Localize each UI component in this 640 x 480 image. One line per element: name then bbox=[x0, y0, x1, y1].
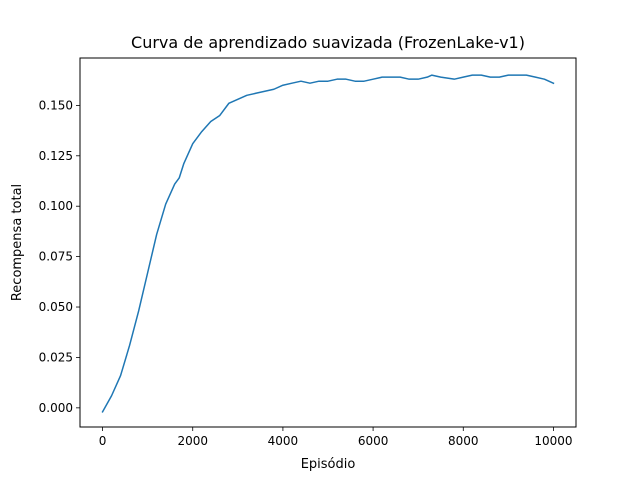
y-axis-label: Recompensa total bbox=[10, 184, 25, 301]
plot-frame bbox=[79, 57, 577, 428]
y-tick-label: 0.125 bbox=[39, 149, 73, 163]
plot-area bbox=[101, 74, 555, 413]
x-axis: 0 2000 4000 6000 8000 10000 bbox=[99, 427, 573, 448]
y-tick-label: 0.150 bbox=[39, 98, 73, 112]
y-tick-label: 0.025 bbox=[39, 350, 73, 364]
series-line bbox=[101, 74, 555, 413]
y-tick-label: 0.050 bbox=[39, 300, 73, 314]
x-tick-label: 4000 bbox=[268, 434, 299, 448]
y-tick-label: 0.100 bbox=[39, 199, 73, 213]
x-tick-label: 8000 bbox=[448, 434, 479, 448]
y-tick-label: 0.000 bbox=[39, 401, 73, 415]
y-tick-label: 0.075 bbox=[39, 250, 73, 264]
x-tick-label: 10000 bbox=[534, 434, 572, 448]
x-tick-label: 6000 bbox=[358, 434, 389, 448]
x-axis-label: Episódio bbox=[301, 457, 356, 472]
x-tick-label: 2000 bbox=[177, 434, 208, 448]
y-axis: 0.000 0.025 0.050 0.075 0.100 0.125 0.150 bbox=[39, 98, 80, 415]
x-tick-label: 0 bbox=[99, 434, 107, 448]
chart-title: Curva de aprendizado suavizada (FrozenLa… bbox=[131, 33, 525, 52]
